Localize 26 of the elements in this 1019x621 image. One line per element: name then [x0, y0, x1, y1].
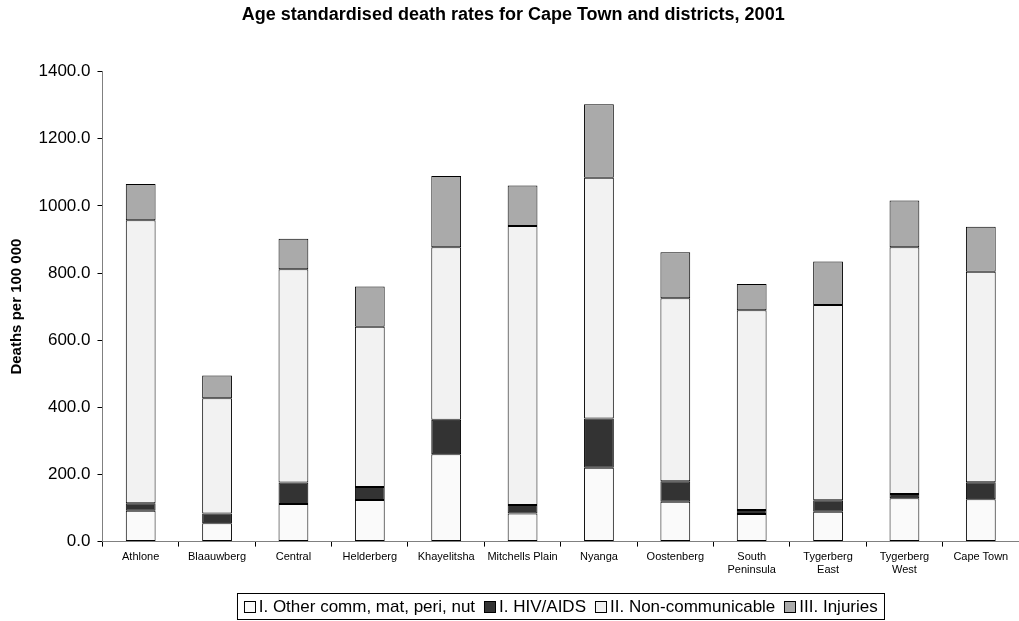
x-tick-label: Mitchells Plain [487, 550, 558, 563]
y-tick-label: 400.0 [47, 397, 91, 416]
legend-label: I. Other comm, mat, peri, nut [258, 597, 476, 616]
legend-label: I. HIV/AIDS [499, 597, 586, 616]
legend-label: II. Non-communicable [609, 597, 776, 616]
y-tick-label: 1000.0 [38, 195, 91, 215]
chart-title: Age standardised death rates for Cape Town and districts, 2001 [241, 3, 785, 24]
y-axis-title: Deaths per 100 000 [6, 238, 24, 375]
x-tick-label: Central [275, 550, 312, 563]
y-tick-label: 0.0 [66, 531, 91, 551]
x-tick-label: Oostenberg [646, 550, 705, 563]
legend-label: III. Injuries [799, 597, 878, 616]
y-tick-label: 200.0 [47, 464, 91, 484]
x-tick-label: Athlone [122, 550, 160, 563]
y-tick-label: 800.0 [47, 262, 91, 282]
x-tick-label: Blaauwberg [188, 550, 247, 563]
x-tick-label: Khayelitsha [417, 550, 476, 563]
x-tick-label: Nyanga [579, 550, 619, 563]
y-tick-label: 1200.0 [38, 128, 91, 148]
x-tick-label: Cape Town [953, 550, 1009, 563]
x-tick-label: Tygerberg East [803, 550, 853, 576]
y-tick-label: 1400.0 [38, 61, 91, 81]
y-tick-label: 600.0 [47, 329, 91, 349]
x-tick-label: Helderberg [342, 550, 398, 563]
x-tick-label: Tygerberg West [879, 550, 930, 576]
x-tick-label: South Peninsula [727, 550, 777, 576]
